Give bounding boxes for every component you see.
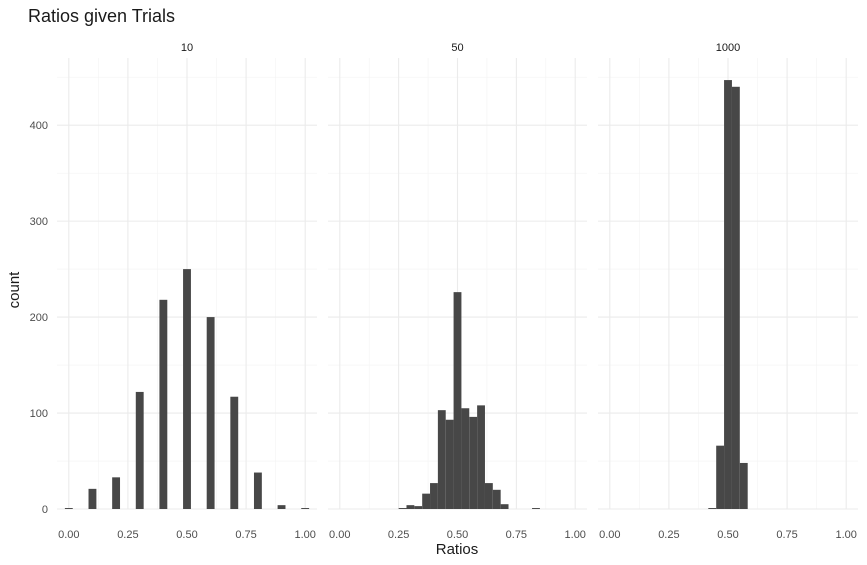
histogram-bar (461, 408, 470, 509)
x-tick-label: 0.75 (776, 529, 797, 541)
y-tick-label: 200 (30, 312, 48, 324)
x-tick-label: 0.50 (717, 529, 738, 541)
histogram-bar (64, 508, 73, 509)
histogram-bar (430, 483, 438, 509)
histogram-bar (739, 462, 748, 509)
histogram-bar (477, 405, 485, 509)
histogram-bar (230, 396, 239, 509)
histogram-bar (484, 483, 493, 509)
histogram-bar (453, 292, 462, 509)
histogram-bar (277, 505, 286, 509)
x-axis-title: Ratios (436, 541, 479, 558)
facet-label: 50 (451, 42, 463, 54)
histogram-bar (112, 477, 121, 509)
histogram-bar (731, 86, 740, 509)
histogram-bar (708, 508, 717, 509)
facet-label: 10 (181, 42, 193, 54)
histogram-bar (469, 416, 478, 509)
histogram-bar (253, 472, 262, 509)
histogram-bar (716, 445, 725, 509)
x-tick-label: 1.00 (835, 529, 856, 541)
y-tick-label: 0 (42, 504, 48, 516)
histogram-bar (159, 299, 168, 509)
histogram-bar (724, 80, 732, 509)
x-tick-label: 0.75 (506, 529, 527, 541)
facet-label: 1000 (716, 42, 740, 54)
histogram-bar (532, 508, 540, 509)
x-tick-label: 0.50 (176, 529, 197, 541)
histogram-bar (492, 489, 501, 509)
histogram-bar (500, 504, 509, 509)
x-tick-label: 0.50 (447, 529, 468, 541)
y-tick-label: 300 (30, 216, 48, 228)
histogram-bar (398, 508, 407, 509)
x-tick-label: 0.00 (58, 529, 79, 541)
x-tick-label: 0.75 (235, 529, 256, 541)
histogram-bar (135, 391, 144, 509)
histogram-bar (422, 493, 431, 509)
x-tick-label: 0.00 (599, 529, 620, 541)
chart-title: Ratios given Trials (28, 6, 175, 26)
x-tick-label: 0.25 (388, 529, 409, 541)
histogram-bar (183, 269, 191, 509)
y-axis-title: count (6, 271, 23, 309)
histogram-bar (437, 410, 446, 509)
y-tick-label: 400 (30, 120, 48, 132)
x-tick-label: 1.00 (294, 529, 315, 541)
y-tick-label: 100 (30, 408, 48, 420)
histogram-bar (406, 505, 415, 509)
histogram-bar (301, 508, 310, 509)
histogram-bar (414, 506, 423, 509)
x-tick-label: 0.25 (117, 529, 138, 541)
x-tick-label: 1.00 (565, 529, 586, 541)
x-tick-label: 0.25 (658, 529, 679, 541)
histogram-bar (88, 488, 97, 509)
histogram-bar (206, 317, 215, 509)
histogram-bar (445, 419, 454, 509)
x-tick-label: 0.00 (329, 529, 350, 541)
